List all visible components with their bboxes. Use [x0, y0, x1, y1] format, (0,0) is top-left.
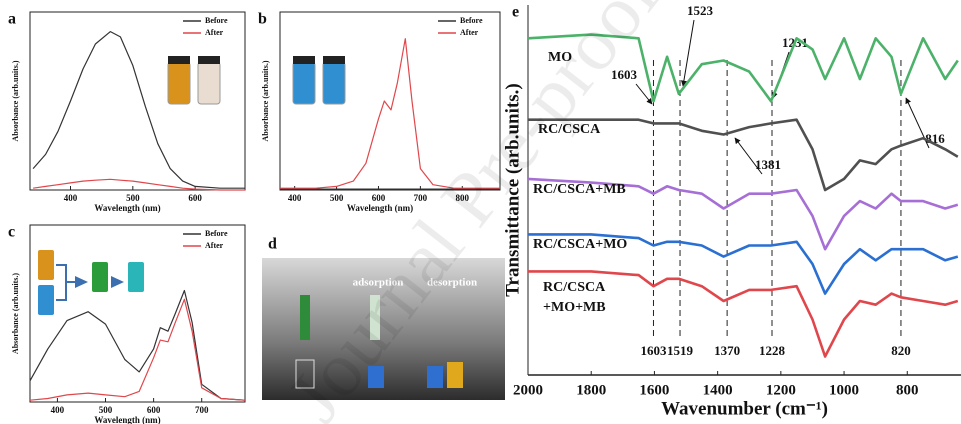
x-tick-label: 1600	[639, 382, 669, 398]
panel-letter: c	[8, 224, 15, 241]
peak-line-label: 1228	[759, 343, 786, 358]
x-tick-label: 1400	[703, 382, 733, 398]
series-line	[33, 32, 245, 189]
x-tick-label: 600	[372, 193, 386, 203]
panel-letter: b	[258, 11, 267, 28]
panel-letter: e	[512, 4, 519, 21]
legend-label: Before	[460, 16, 483, 25]
series-label: RC/CSCA+MB	[533, 182, 626, 197]
x-tick-label: 2000	[513, 382, 543, 398]
legend-label: After	[205, 28, 224, 37]
x-tick-label: 1000	[829, 382, 859, 398]
inset-vials-c	[38, 250, 144, 315]
series-label: RC/CSCA+MO	[533, 237, 627, 252]
x-axis-title: Wavenumber (cm⁻¹)	[661, 398, 828, 419]
x-tick-label: 500	[126, 193, 140, 203]
x-tick-label: 400	[288, 193, 302, 203]
panel-letter: d	[268, 236, 277, 253]
x-tick-label: 700	[195, 405, 209, 415]
legend-label: Before	[205, 16, 228, 25]
figure: d adsorption desorption 400500600Wavelen…	[0, 0, 961, 424]
series-label: RC/CSCA+MO+MB	[543, 280, 606, 315]
legend-label: After	[460, 28, 479, 37]
x-tick-label: 600	[147, 405, 161, 415]
series-line	[30, 299, 245, 400]
panel-letter: a	[8, 11, 16, 28]
legend-label: Before	[205, 229, 228, 238]
inset-vials-a	[168, 56, 220, 104]
series-line	[33, 179, 245, 190]
x-tick-label: 1200	[766, 382, 796, 398]
y-axis-title: Absorbance (arb.units.)	[261, 60, 270, 141]
x-axis-title: Wavelength (nm)	[347, 203, 413, 213]
plot-frame	[30, 225, 245, 402]
x-tick-label: 800	[896, 382, 919, 398]
x-axis-title: Wavelength (nm)	[94, 203, 160, 213]
y-axis-title: Absorbance (arb.units.)	[11, 273, 20, 354]
peak-line-label: 1370	[714, 343, 740, 358]
x-tick-label: 400	[64, 193, 78, 203]
peak-label: 1523	[687, 3, 714, 18]
legend-label: After	[205, 241, 224, 250]
x-tick-label: 600	[188, 193, 202, 203]
x-tick-label: 1800	[576, 382, 606, 398]
series-line	[30, 291, 245, 401]
peak-line-label: 820	[891, 343, 911, 358]
x-tick-label: 400	[51, 405, 65, 415]
peak-line-label: 1603	[640, 343, 667, 358]
peak-line-label: 1519	[667, 343, 694, 358]
x-axis-title: Wavelength (nm)	[94, 415, 160, 424]
x-tick-label: 500	[99, 405, 113, 415]
x-tick-label: 500	[330, 193, 344, 203]
inset-vials-b	[293, 56, 345, 104]
y-axis-title: Absorbance (arb.units.)	[11, 60, 20, 141]
